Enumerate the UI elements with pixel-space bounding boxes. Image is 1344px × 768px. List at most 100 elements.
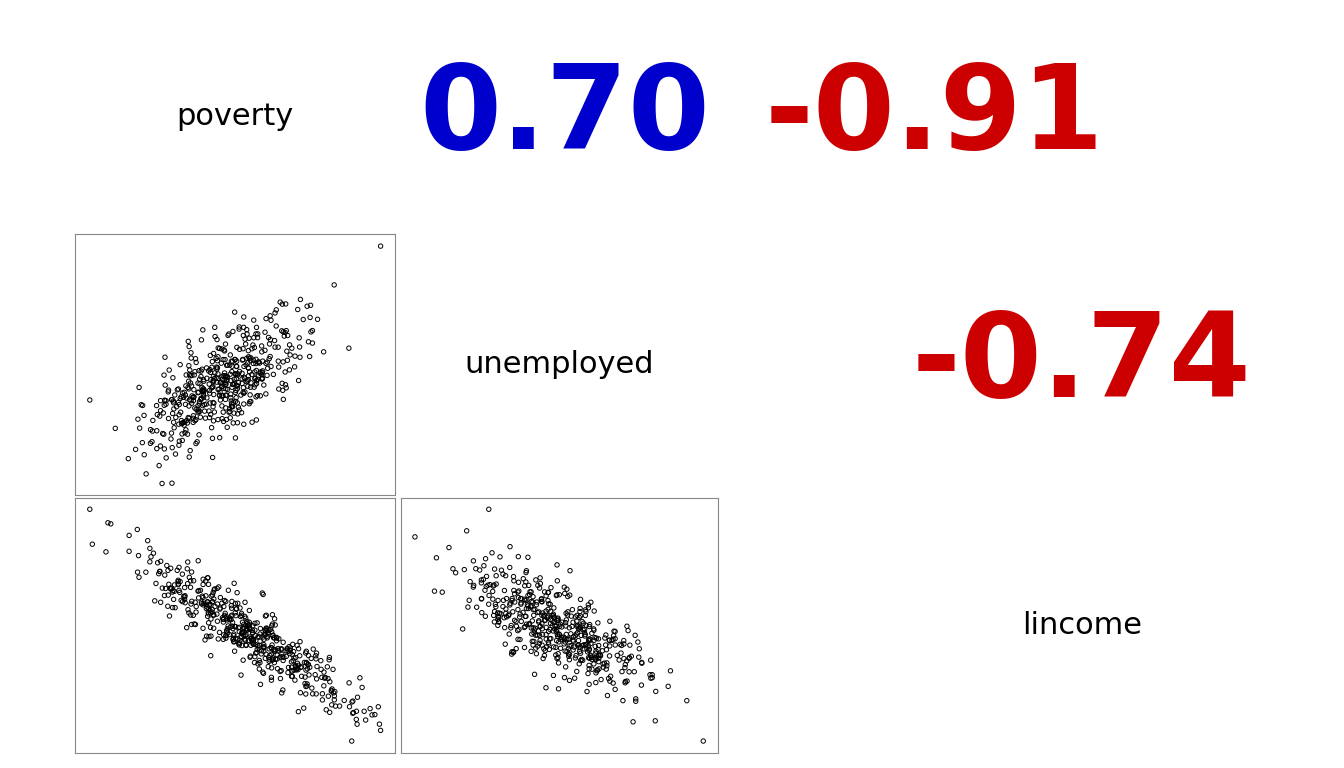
Point <box>547 630 569 642</box>
Point <box>246 374 267 386</box>
Point <box>640 672 661 684</box>
Point <box>228 321 250 333</box>
Point <box>578 663 599 675</box>
Point <box>241 343 262 355</box>
Point <box>199 397 220 409</box>
Point <box>324 279 345 291</box>
Point <box>296 657 317 669</box>
Point <box>183 609 204 621</box>
Point <box>149 440 171 452</box>
Point <box>208 389 230 401</box>
Point <box>203 372 224 385</box>
Point <box>554 671 575 684</box>
Point <box>227 397 249 409</box>
Point <box>161 427 183 439</box>
Point <box>493 611 515 624</box>
Point <box>598 672 620 684</box>
Point <box>187 399 208 412</box>
Point <box>198 578 219 591</box>
Point <box>277 645 298 657</box>
Point <box>223 407 245 419</box>
Point <box>233 343 254 355</box>
Point <box>223 633 245 645</box>
Point <box>473 560 495 572</box>
Point <box>590 650 612 662</box>
Point <box>581 654 602 666</box>
Point <box>345 705 367 717</box>
Point <box>575 604 597 616</box>
Point <box>168 409 190 421</box>
Point <box>224 386 246 399</box>
Point <box>513 641 535 654</box>
Point <box>590 674 612 686</box>
Point <box>306 673 328 685</box>
Point <box>583 623 605 635</box>
Point <box>226 355 247 367</box>
Point <box>246 377 267 389</box>
Point <box>531 639 552 651</box>
Point <box>164 579 185 591</box>
Point <box>181 618 203 631</box>
Point <box>192 599 214 611</box>
Point <box>188 396 210 408</box>
Point <box>271 648 293 660</box>
Point <box>216 359 238 372</box>
Point <box>601 634 622 647</box>
Point <box>500 621 521 634</box>
Point <box>192 573 214 585</box>
Point <box>271 687 293 699</box>
Point <box>485 598 507 611</box>
Point <box>276 382 297 394</box>
Point <box>181 369 203 382</box>
Point <box>233 398 254 410</box>
Point <box>188 365 210 377</box>
Point <box>212 611 234 624</box>
Point <box>160 582 181 594</box>
Point <box>239 616 261 628</box>
Point <box>536 641 558 653</box>
Point <box>578 601 599 614</box>
Point <box>151 596 172 608</box>
Point <box>509 634 531 646</box>
Point <box>564 630 586 642</box>
Point <box>254 652 276 664</box>
Point <box>538 586 559 598</box>
Point <box>254 344 276 356</box>
Point <box>212 415 234 428</box>
Point <box>273 393 294 406</box>
Point <box>564 652 586 664</box>
Point <box>251 366 273 379</box>
Point <box>530 634 551 647</box>
Point <box>220 355 242 367</box>
Point <box>543 669 564 681</box>
Point <box>222 379 243 391</box>
Point <box>198 631 219 643</box>
Point <box>313 666 335 678</box>
Point <box>237 356 258 369</box>
Point <box>507 624 528 637</box>
Point <box>128 549 149 561</box>
Point <box>233 654 254 667</box>
Text: poverty: poverty <box>176 102 294 131</box>
Point <box>219 349 241 361</box>
Point <box>520 645 542 657</box>
Point <box>212 406 234 419</box>
Point <box>546 559 567 571</box>
Point <box>233 387 254 399</box>
Point <box>296 680 317 693</box>
Point <box>253 631 274 643</box>
Point <box>364 708 386 720</box>
Point <box>163 395 184 407</box>
Point <box>613 653 634 665</box>
Point <box>559 564 581 577</box>
Point <box>610 647 632 659</box>
Point <box>220 610 242 622</box>
Point <box>208 343 230 355</box>
Point <box>224 621 246 633</box>
Point <box>233 622 254 634</box>
Point <box>192 591 214 604</box>
Point <box>259 624 281 636</box>
Point <box>222 355 243 367</box>
Point <box>157 589 179 601</box>
Point <box>583 634 605 647</box>
